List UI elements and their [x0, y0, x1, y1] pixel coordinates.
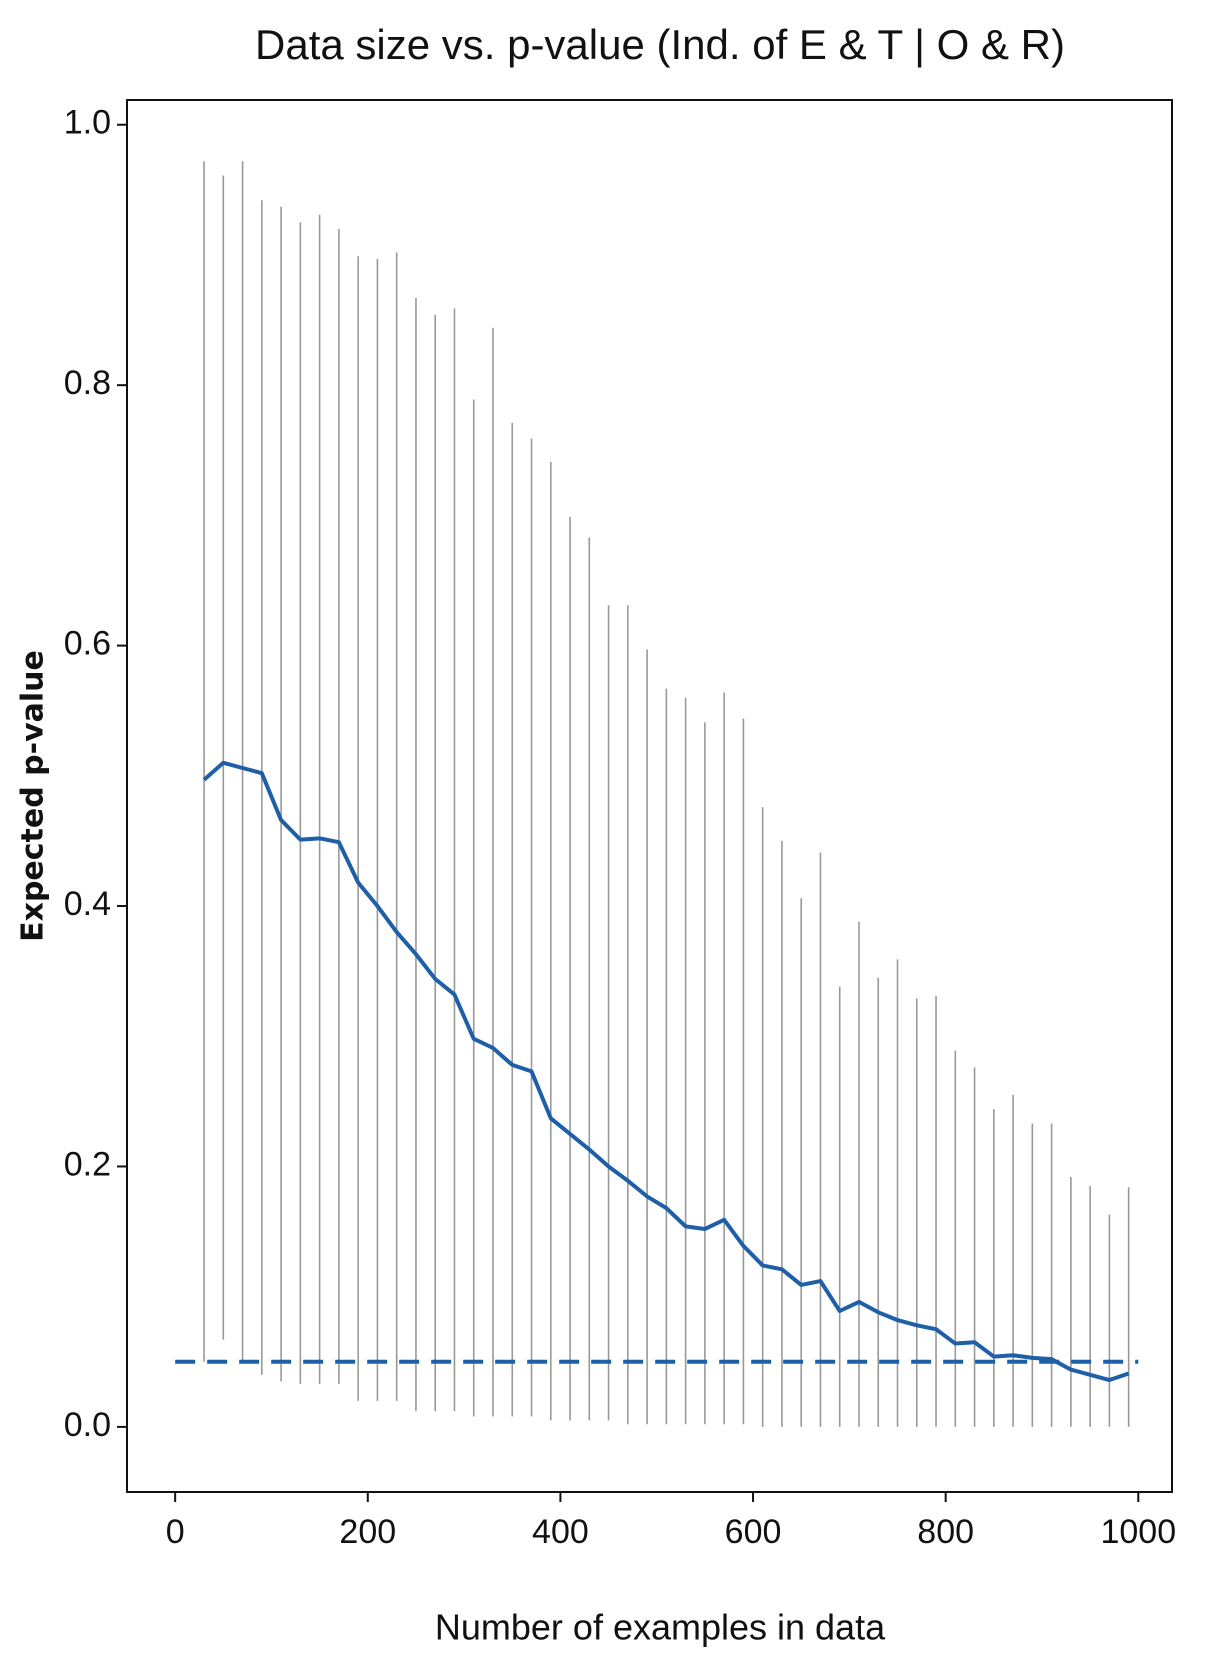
- x-tick-label: 1000: [1100, 1513, 1176, 1551]
- y-axis-label: Expected p-value: [16, 650, 51, 942]
- chart-title: Data size vs. p-value (Ind. of E & T | O…: [255, 21, 1065, 68]
- y-tick-label: 0.2: [64, 1145, 111, 1183]
- data-line: [202, 760, 1130, 1383]
- x-tick-label: 200: [339, 1513, 396, 1551]
- x-axis-label: Number of examples in data: [435, 1607, 886, 1648]
- x-tick-label: 800: [917, 1513, 974, 1551]
- x-tick-label: 400: [532, 1513, 589, 1551]
- y-tick-label: 0.8: [64, 364, 111, 402]
- x-tick-label: 0: [166, 1513, 185, 1551]
- y-tick-label: 1.0: [64, 104, 111, 142]
- x-tick-label: 600: [725, 1513, 782, 1551]
- y-tick-label: 0.6: [64, 625, 111, 663]
- plot-frame: [126, 99, 1173, 1493]
- y-tick-label: 0.0: [64, 1406, 111, 1444]
- y-tick-label: 0.4: [64, 885, 111, 923]
